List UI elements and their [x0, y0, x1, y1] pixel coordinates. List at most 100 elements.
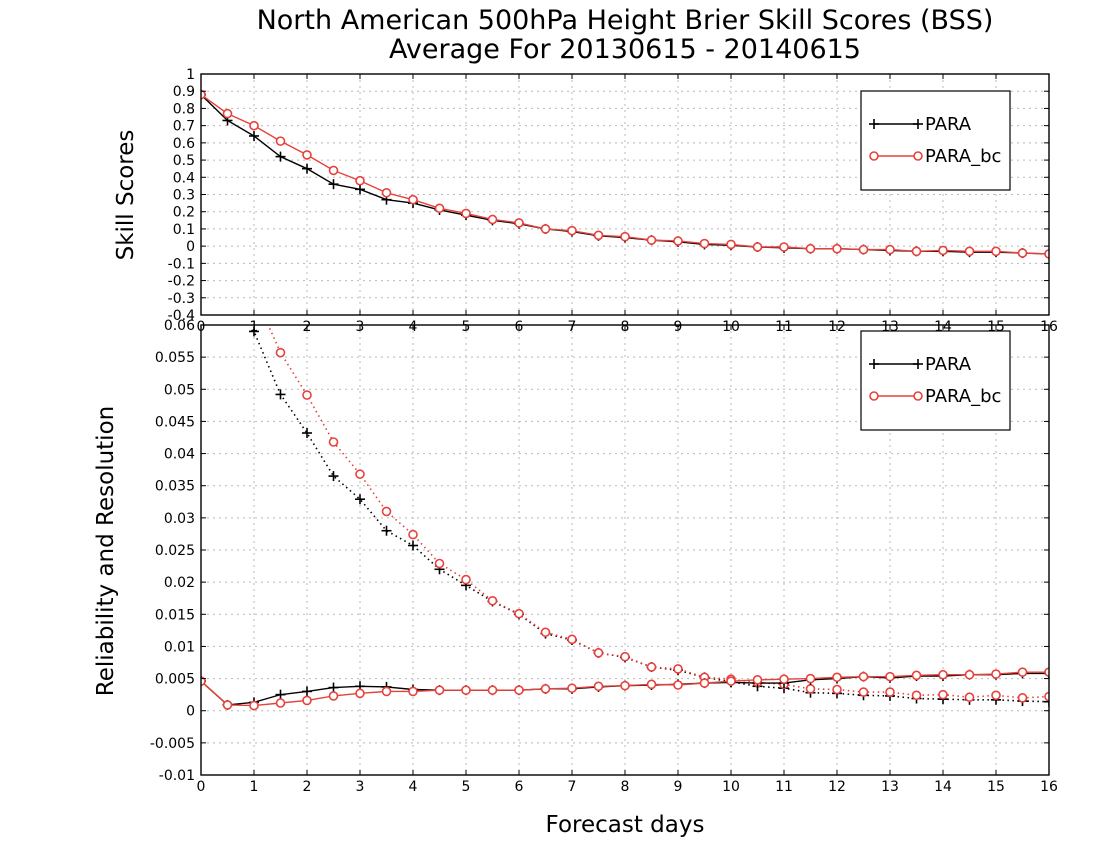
y-tick-label: -0.005 — [150, 736, 195, 752]
y-tick-label: 0.055 — [155, 350, 195, 366]
data-point-para-bc — [249, 700, 259, 711]
x-tick-label: 10 — [722, 779, 740, 795]
data-point-para-bc — [355, 175, 365, 186]
legend-marker — [913, 391, 923, 401]
x-tick-label: 12 — [828, 779, 846, 795]
ticks: 0 1 2 3 4 5 6 7 8 9 10 11 12 13 14 15 16-0.01-0.00500.00… — [150, 318, 1058, 795]
data-point-para-bc — [381, 187, 392, 198]
y-tick-label: 0.8 — [173, 101, 195, 117]
y-tick-label: 0.005 — [155, 672, 195, 688]
data-point-para-bc — [673, 680, 683, 690]
x-tick-label: 7 — [568, 779, 577, 795]
data-point-para-bc — [461, 685, 471, 695]
x-tick-label: 0 — [197, 779, 206, 795]
data-point-para-bc — [858, 687, 869, 697]
y-tick-label: -0.01 — [159, 768, 195, 784]
data-point-para-bc — [514, 685, 524, 695]
data-point-para-bc — [224, 192, 232, 200]
data-point-para-bc — [885, 671, 895, 682]
y-axis-label-skill: Skill Scores — [113, 130, 139, 261]
data-point-para-bc — [964, 692, 975, 703]
data-point-para — [275, 389, 286, 400]
series-group — [201, 89, 1049, 259]
legend-marker — [913, 151, 923, 161]
y-tick-label: 0.02 — [164, 575, 195, 591]
data-point-para-bc — [408, 686, 418, 697]
y-tick-label: 0.4 — [173, 170, 195, 186]
y-tick-label: 0.3 — [173, 188, 195, 204]
data-point-para-bc — [567, 225, 577, 236]
legend-marker — [869, 391, 879, 401]
y-tick-label: -0.1 — [168, 256, 195, 272]
data-point-para-bc — [567, 683, 577, 694]
data-point-para-bc — [1044, 667, 1049, 677]
y-tick-label: 0.035 — [155, 479, 195, 495]
data-point-para-bc — [646, 679, 657, 690]
data-point-para-bc — [355, 469, 365, 479]
x-tick-label: 8 — [621, 779, 630, 795]
y-tick-label: 0.7 — [173, 119, 195, 135]
data-point-para-bc — [805, 673, 816, 684]
reliability-resolution-panel: 0 1 2 3 4 5 6 7 8 9 10 11 12 13 14 15 16-0.01-0.00500.00… — [150, 192, 1058, 795]
data-point-para-bc — [302, 390, 312, 400]
data-point-para-bc — [805, 684, 816, 694]
data-point-para — [275, 689, 286, 700]
x-tick-label: 9 — [674, 779, 683, 795]
data-point-para-bc — [938, 669, 948, 680]
y-tick-label: 0.1 — [173, 222, 195, 238]
data-point-para — [1044, 696, 1049, 707]
y-tick-label: 0.025 — [155, 543, 195, 559]
data-point-para — [328, 682, 339, 693]
legend-marker — [869, 119, 879, 129]
data-point-para-bc — [726, 239, 736, 250]
x-tick-label: 16 — [1040, 779, 1058, 795]
series-group — [201, 192, 1049, 711]
x-tick-label: 13 — [881, 779, 899, 795]
legend-label: PARA_bc — [925, 146, 1001, 167]
data-point-para-bc — [328, 691, 339, 701]
y-tick-label: -0.3 — [168, 291, 195, 307]
data-point-para-bc — [514, 218, 524, 228]
legend-label: PARA — [925, 354, 972, 375]
legend-marker — [869, 151, 879, 161]
data-point-para-bc — [911, 690, 922, 701]
data-point-para-bc — [514, 608, 524, 619]
legend: PARA PARA_bc — [860, 330, 1011, 431]
legend-box — [860, 90, 1011, 191]
series-line-para-dotted — [251, 325, 1049, 703]
x-tick-label: 2 — [303, 779, 312, 795]
data-point-para-bc — [487, 685, 498, 695]
data-point-para-bc — [885, 244, 895, 255]
y-tick-label: 0.03 — [164, 511, 195, 527]
legend: PARA PARA_bc — [860, 90, 1011, 191]
y-tick-label: 0 — [186, 239, 195, 255]
y-tick-label: -0.2 — [168, 274, 195, 290]
data-point-para-bc — [487, 595, 498, 606]
data-point-para-bc — [593, 230, 604, 241]
data-point-para-bc — [1017, 248, 1028, 258]
data-point-para-bc — [938, 689, 948, 700]
data-point-para-bc — [858, 244, 869, 255]
data-point-para-bc — [434, 203, 445, 214]
y-tick-label: 0.06 — [164, 318, 195, 334]
y-tick-label: 0.9 — [173, 84, 195, 100]
data-point-para-bc — [1017, 693, 1028, 703]
y-tick-label: 0.045 — [155, 414, 195, 430]
data-point-para-bc — [964, 669, 975, 680]
y-tick-label: 0.6 — [173, 136, 195, 152]
y-tick-label: -0.4 — [168, 308, 195, 324]
data-point-para-bc — [752, 675, 763, 685]
data-point-para — [355, 494, 365, 505]
data-point-para-bc — [805, 243, 816, 254]
data-point-para-bc — [540, 684, 551, 694]
data-point-para-bc — [938, 245, 948, 256]
data-point-para-bc — [302, 695, 312, 706]
grid — [201, 74, 1049, 315]
legend-marker — [913, 119, 923, 129]
data-point-para-bc — [832, 243, 842, 254]
legend-label: PARA_bc — [925, 386, 1001, 407]
data-point-para-bc — [222, 700, 233, 710]
data-point-para — [381, 525, 392, 536]
data-point-para-bc — [355, 688, 365, 699]
